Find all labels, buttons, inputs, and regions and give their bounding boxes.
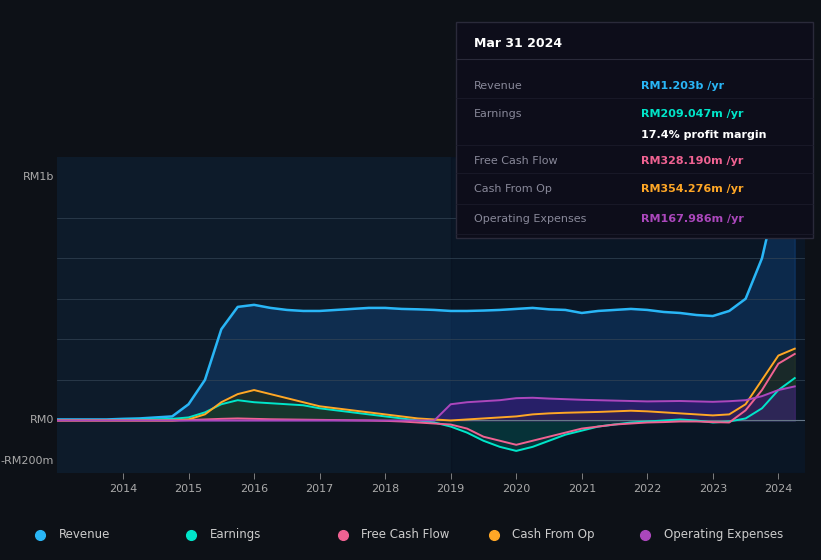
Text: Revenue: Revenue xyxy=(59,528,111,542)
Text: RM1.203b /yr: RM1.203b /yr xyxy=(641,81,724,91)
Text: Free Cash Flow: Free Cash Flow xyxy=(361,528,450,542)
Text: -RM200m: -RM200m xyxy=(1,456,54,466)
Bar xyxy=(451,157,821,473)
Text: Earnings: Earnings xyxy=(210,528,262,542)
Text: Revenue: Revenue xyxy=(474,81,522,91)
Text: RM328.190m /yr: RM328.190m /yr xyxy=(641,156,744,166)
Text: RM0: RM0 xyxy=(30,416,54,426)
Text: Mar 31 2024: Mar 31 2024 xyxy=(474,38,562,50)
Text: Cash From Op: Cash From Op xyxy=(474,184,552,194)
Text: Free Cash Flow: Free Cash Flow xyxy=(474,156,557,166)
Text: RM354.276m /yr: RM354.276m /yr xyxy=(641,184,744,194)
Text: 17.4% profit margin: 17.4% profit margin xyxy=(641,130,767,140)
FancyBboxPatch shape xyxy=(456,22,813,238)
Text: Cash From Op: Cash From Op xyxy=(512,528,595,542)
Text: RM209.047m /yr: RM209.047m /yr xyxy=(641,109,744,119)
Text: RM1b: RM1b xyxy=(23,172,54,182)
Text: Operating Expenses: Operating Expenses xyxy=(663,528,782,542)
Text: Earnings: Earnings xyxy=(474,109,522,119)
Text: Operating Expenses: Operating Expenses xyxy=(474,214,586,225)
Text: RM167.986m /yr: RM167.986m /yr xyxy=(641,214,745,225)
